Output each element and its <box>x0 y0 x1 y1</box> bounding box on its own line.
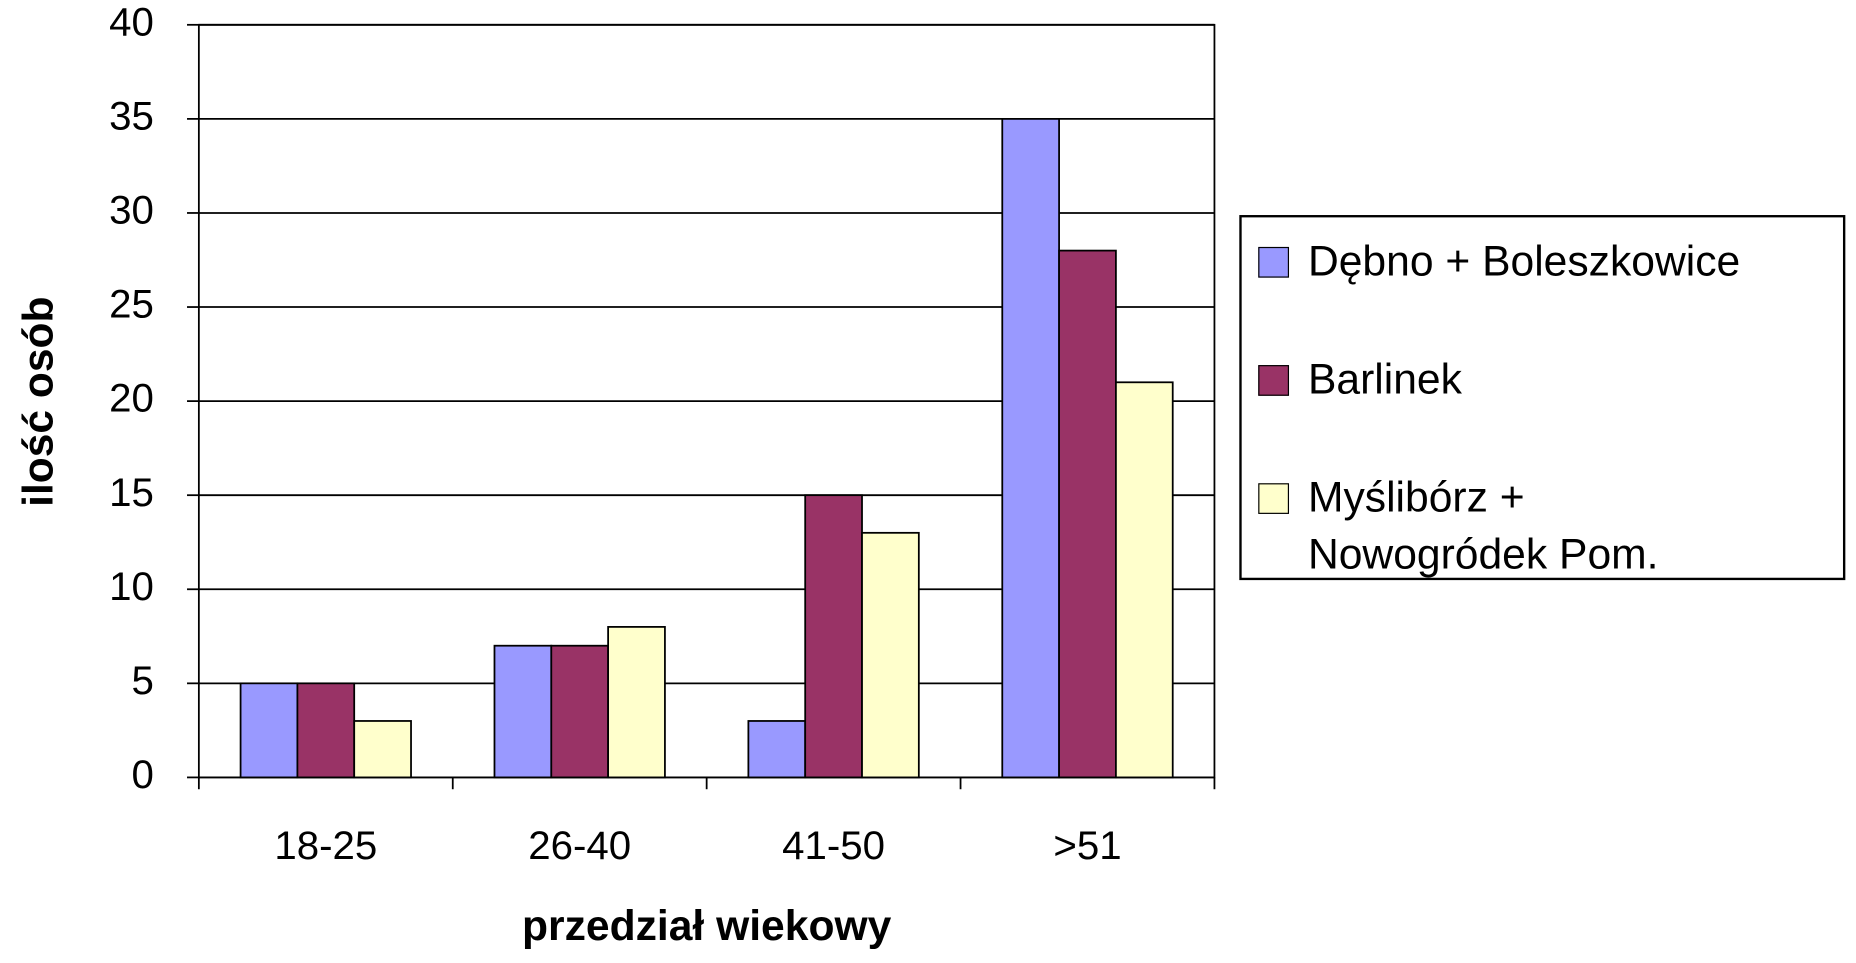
bar <box>550 644 609 779</box>
y-tick-label: 10 <box>109 564 154 609</box>
bar <box>1115 381 1174 779</box>
legend-item: Myślibórz + Nowogródek Pom. <box>1258 469 1826 582</box>
y-tick-label: 0 <box>131 752 153 797</box>
y-tick-label: 35 <box>109 94 154 139</box>
bar <box>1058 249 1117 779</box>
legend-label: Myślibórz + Nowogródek Pom. <box>1307 472 1659 578</box>
x-axis-title: przedział wiekowy <box>522 902 892 950</box>
y-tick-label: 40 <box>109 0 154 44</box>
legend-swatch <box>1258 246 1290 278</box>
legend-label: Barlinek <box>1307 354 1462 403</box>
legend-item: Barlinek <box>1258 351 1826 408</box>
x-tick-label: 41-50 <box>782 823 885 868</box>
y-tick-label: 25 <box>109 282 154 327</box>
bar <box>296 682 356 779</box>
x-tick-label: 18-25 <box>274 823 377 868</box>
legend: Dębno + Boleszkowice Barlinek Myślibórz + … <box>1239 215 1846 582</box>
bar <box>1001 118 1060 779</box>
x-tick-label: 26-40 <box>528 823 631 868</box>
legend-label: Dębno + Boleszkowice <box>1307 236 1741 285</box>
bar <box>353 720 412 779</box>
bar <box>607 626 666 779</box>
x-tick-label: >51 <box>1053 823 1121 868</box>
bar <box>239 682 299 779</box>
legend-item: Dębno + Boleszkowice <box>1258 233 1826 290</box>
y-tick-label: 5 <box>131 658 153 703</box>
y-tick-label: 30 <box>109 188 154 233</box>
legend-swatch <box>1258 483 1290 514</box>
y-tick-label: 20 <box>109 376 154 421</box>
bar <box>747 720 807 779</box>
bar <box>493 644 553 779</box>
y-axis-title: ilość osób <box>15 297 63 507</box>
y-tick-label: 15 <box>109 470 154 515</box>
bar <box>804 494 863 779</box>
legend-swatch <box>1258 365 1290 396</box>
bar <box>861 531 920 779</box>
